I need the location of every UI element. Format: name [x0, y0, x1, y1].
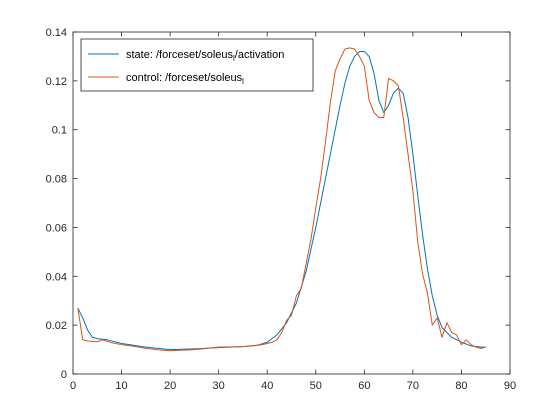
x-tick-label: 70 — [407, 380, 419, 392]
y-tick-label: 0.1 — [52, 125, 67, 137]
legend-box — [80, 38, 314, 92]
legend-label-control-subscript: l — [242, 77, 244, 86]
legend-label-state-subscript: l — [233, 54, 235, 63]
y-tick-label: 0.04 — [46, 271, 67, 283]
y-tick-label: 0.12 — [46, 76, 67, 88]
legend-label-state-suffix: /activation — [235, 49, 285, 61]
y-tick-label: 0 — [61, 369, 67, 381]
y-tick-label: 0.02 — [46, 320, 67, 332]
series-line-state — [77, 51, 486, 351]
y-tick-label: 0.14 — [46, 27, 67, 39]
x-tick-label: 60 — [358, 380, 370, 392]
x-tick-label: 50 — [310, 380, 322, 392]
x-tick-label: 40 — [261, 380, 273, 392]
ticks-layer: 0 10 20 30 40 50 60 70 80 90 0 0.02 0.04 0.06 0.08 0.1 0… — [46, 27, 517, 392]
legend: state: /forceset/soleusl/activation cont… — [80, 38, 314, 92]
legend-label-control: control: /forceset/soleusl — [126, 72, 244, 86]
x-tick-label: 20 — [164, 380, 176, 392]
series-layer — [77, 47, 486, 352]
series-line-control — [77, 47, 486, 352]
axes-box — [72, 31, 511, 375]
x-tick-label: 10 — [115, 380, 127, 392]
legend-label-state-main: state: /forceset/soleus — [126, 49, 233, 61]
legend-label-state: state: /forceset/soleusl/activation — [126, 49, 284, 63]
y-tick-label: 0.08 — [46, 174, 67, 186]
y-tick-label: 0.06 — [46, 222, 67, 234]
x-tick-label: 80 — [455, 380, 467, 392]
legend-label-control-main: control: /forceset/soleus — [126, 72, 243, 84]
x-tick-label: 30 — [213, 380, 225, 392]
x-tick-label: 0 — [70, 380, 76, 392]
x-tick-label: 90 — [504, 380, 516, 392]
